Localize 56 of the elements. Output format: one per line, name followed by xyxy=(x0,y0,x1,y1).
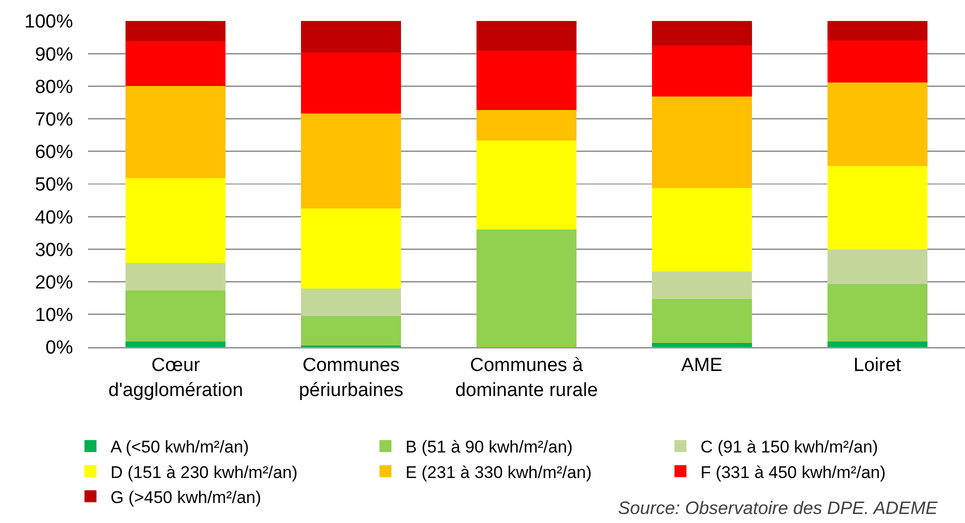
bar xyxy=(827,284,928,342)
bar xyxy=(827,166,928,250)
y-tick-label: 70% xyxy=(34,109,74,130)
y-tick-label: 30% xyxy=(34,240,74,261)
legend-label: D (151 à 230 kwh/m²/an) xyxy=(110,462,298,482)
bar xyxy=(126,21,226,41)
legend-label: A (<50 kwh/m²/an) xyxy=(110,438,249,457)
y-tick-label: 80% xyxy=(34,76,74,98)
bar xyxy=(476,21,576,51)
x-tick-label: Communes périurbaines xyxy=(298,355,404,401)
legend-label: F (331 à 450 kwh/m²/an) xyxy=(700,462,886,482)
legend-label: G (>450 kwh/m²/an) xyxy=(110,488,262,507)
x-tick-label: Communes à dominante rurale xyxy=(455,355,598,401)
bar xyxy=(652,299,752,344)
bar xyxy=(126,263,226,290)
bar xyxy=(652,272,752,300)
bar xyxy=(301,21,402,53)
legend-label: B (51 à 90 kwh/m²/an) xyxy=(405,438,573,457)
bar xyxy=(827,341,928,347)
bar xyxy=(126,290,226,342)
bar xyxy=(652,188,752,272)
x-tick-label: Loiret xyxy=(854,355,902,376)
bar xyxy=(126,40,226,86)
bar xyxy=(301,114,402,208)
y-tick-label: 100% xyxy=(24,12,74,33)
legend-label: E (231 à 330 kwh/m²/an) xyxy=(405,462,592,482)
x-tick-label: Cœur d'agglomération xyxy=(108,355,244,401)
bar xyxy=(126,341,226,347)
bar xyxy=(827,40,928,83)
bar xyxy=(301,52,402,114)
bar xyxy=(652,343,752,347)
bar xyxy=(301,208,402,289)
bar xyxy=(476,50,576,110)
y-tick-label: 20% xyxy=(34,272,74,294)
y-tick-label: 0% xyxy=(46,338,74,359)
bar xyxy=(827,82,928,166)
y-tick-label: 40% xyxy=(34,207,74,228)
bar xyxy=(652,21,752,46)
bar xyxy=(827,21,928,41)
bar xyxy=(476,110,576,140)
y-tick-label: 10% xyxy=(34,305,74,326)
bar xyxy=(126,178,226,264)
bar xyxy=(301,316,402,346)
y-tick-label: 60% xyxy=(34,142,74,164)
bar xyxy=(476,229,576,347)
legend-label: C (91 à 150 kwh/m²/an) xyxy=(700,438,878,457)
y-tick-label: 90% xyxy=(34,44,74,66)
bar xyxy=(827,250,928,284)
source-note: Source: Observatoire des DPE. ADEME xyxy=(618,498,938,518)
bar xyxy=(126,86,226,178)
bar xyxy=(476,140,576,230)
x-tick-label: AME xyxy=(681,355,722,376)
y-tick-label: 50% xyxy=(34,174,74,196)
bar xyxy=(652,45,752,97)
bar xyxy=(652,96,752,188)
bar xyxy=(301,288,402,316)
